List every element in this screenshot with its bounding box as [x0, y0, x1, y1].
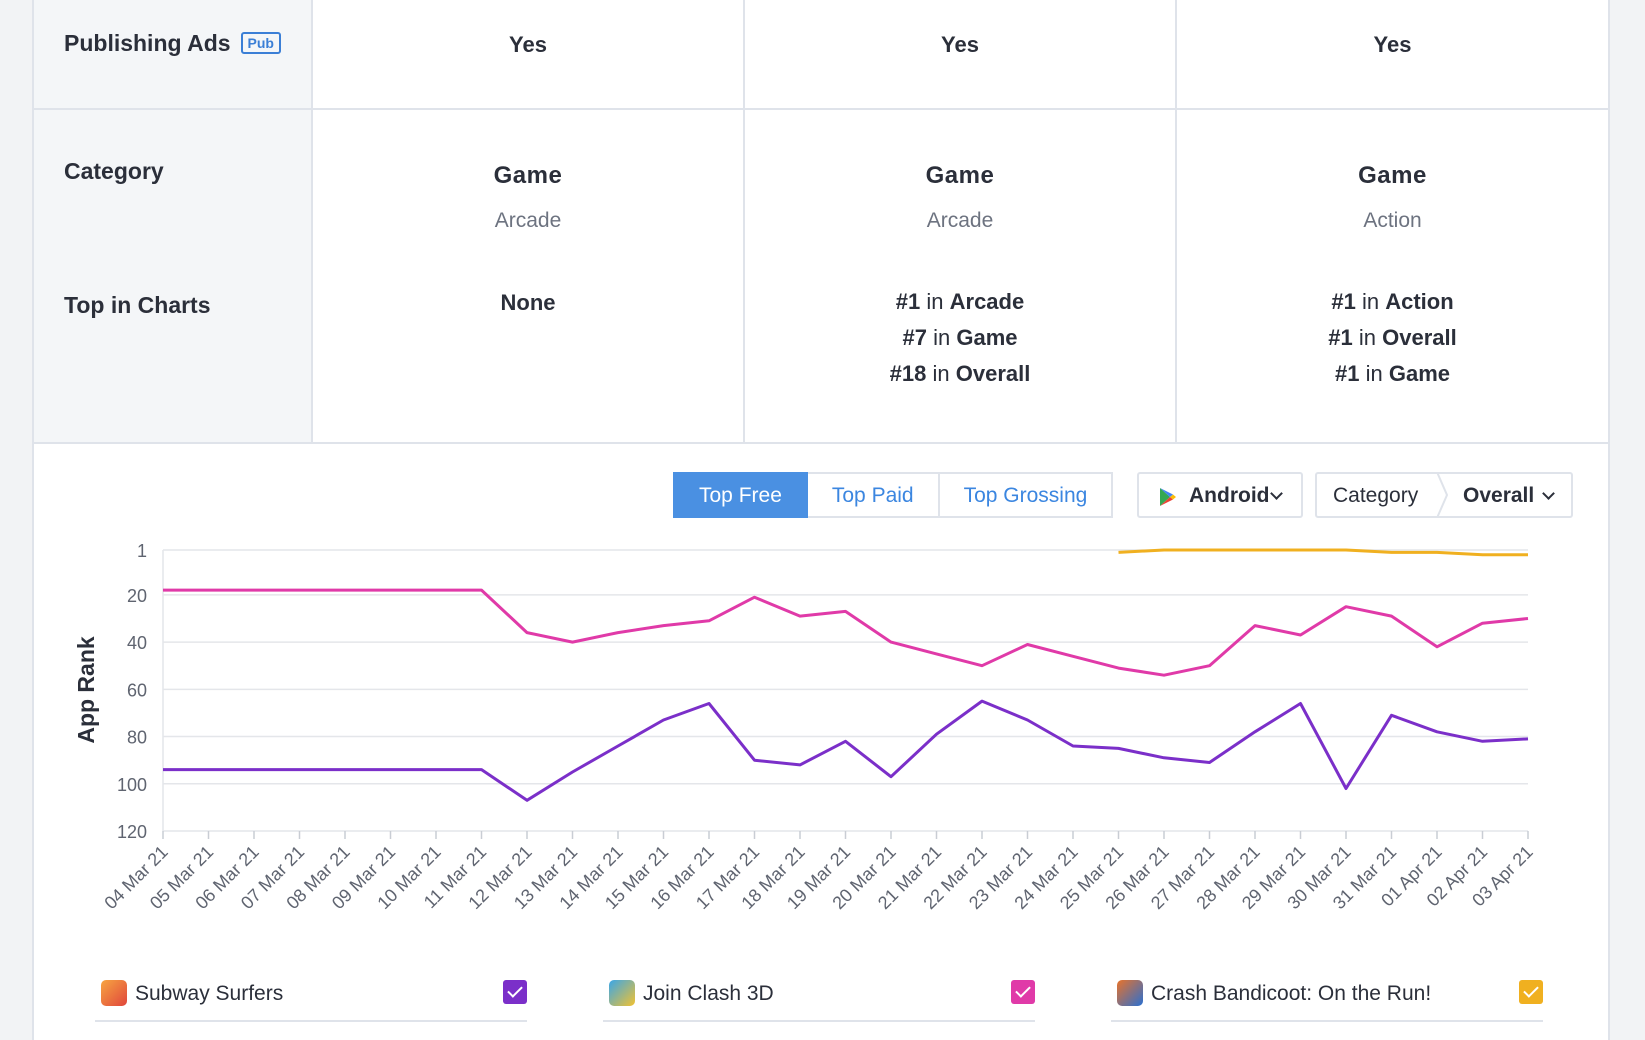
app2-charts-list: #1 in Arcade #7 in Game #18 in Overall — [745, 284, 1175, 392]
tab-top-free[interactable]: Top Free — [673, 472, 808, 518]
google-play-icon — [1160, 488, 1176, 506]
rank-chart-name: Overall — [955, 361, 1031, 386]
app2-publishing-ads: Yes — [941, 32, 979, 57]
app3-chart-rank: #1 in Game — [1177, 356, 1608, 392]
app1-category-main: Game — [493, 162, 563, 189]
rank-chart-name: Arcade — [949, 289, 1025, 314]
rank-number: #1 — [1328, 325, 1353, 350]
app2-chart-rank: #1 in Arcade — [745, 284, 1175, 320]
category-filter-label: Category — [1333, 484, 1419, 507]
legend-label: Crash Bandicoot: On the Run! — [1151, 982, 1432, 1005]
legend-label: Subway Surfers — [135, 982, 284, 1005]
pub-badge: Pub — [240, 32, 281, 54]
comparison-card: Publishing Ads Pub Category Top in Charts… — [32, 0, 1610, 1040]
legend-checkbox[interactable] — [1011, 980, 1035, 1004]
join-clash-app-icon — [609, 980, 635, 1006]
app2-category-cell: Game Arcade #1 in Arcade #7 in Game #18 … — [745, 110, 1177, 444]
app3-category-cell: Game Action #1 in Action #1 in Overall #… — [1177, 110, 1608, 444]
app1-publishing-ads: Yes — [509, 32, 547, 57]
app2-category-main: Game — [925, 162, 995, 189]
app3-publishing-ads: Yes — [1373, 32, 1412, 57]
y-tick-label: 80 — [127, 728, 147, 748]
y-axis-label: App Rank — [73, 636, 99, 744]
rank-in: in — [1358, 325, 1376, 350]
crash-bandicoot-app-icon — [1117, 980, 1143, 1006]
app3-category-main: Game — [1358, 162, 1427, 189]
rank-in: in — [932, 361, 950, 386]
rank-chart-name: Action — [1385, 289, 1454, 314]
rank-number: #18 — [889, 361, 927, 386]
rank-in: in — [926, 289, 944, 314]
chevron-down-icon — [1542, 487, 1555, 500]
rank-in: in — [1361, 289, 1380, 314]
rank-number: #1 — [895, 289, 921, 314]
legend-label: Join Clash 3D — [643, 982, 774, 1005]
y-tick-label: 20 — [127, 586, 147, 606]
app1-ads-cell: Yes — [313, 0, 745, 110]
app3-ads-cell: Yes — [1177, 0, 1608, 110]
app1-category-sub: Arcade — [494, 209, 562, 232]
tab-top-paid[interactable]: Top Paid — [807, 472, 940, 518]
publishing-ads-label-text: Publishing Ads — [64, 30, 231, 56]
category-label: Category — [64, 158, 164, 184]
comparison-table: Publishing Ads Pub Category Top in Charts… — [34, 0, 1608, 444]
rank-number: #1 — [1334, 361, 1360, 386]
app2-chart-rank: #18 in Overall — [745, 356, 1175, 392]
rank-number: #1 — [1331, 289, 1356, 314]
series-line-subway-surfers — [163, 699, 1529, 802]
series-line-join-clash-3d — [163, 588, 1529, 677]
app3-charts-list: #1 in Action #1 in Overall #1 in Game — [1177, 284, 1608, 392]
legend-item-crash-bandicoot[interactable]: Crash Bandicoot: On the Run! — [1111, 980, 1543, 1022]
y-tick-label: 60 — [127, 680, 147, 700]
rank-chart-name: Overall — [1382, 325, 1457, 350]
legend-item-subway-surfers[interactable]: Subway Surfers — [95, 980, 527, 1022]
tab-top-grossing[interactable]: Top Grossing — [939, 472, 1114, 518]
rank-in: in — [1365, 361, 1383, 386]
rank-number: #7 — [902, 325, 927, 350]
chart-type-tabs: Top Free Top Paid Top Grossing — [673, 472, 1114, 518]
rank-chart-name: Game — [1388, 361, 1450, 386]
app3-chart-rank: #1 in Overall — [1177, 320, 1608, 356]
legend-item-join-clash[interactable]: Join Clash 3D — [603, 980, 1035, 1022]
publishing-ads-label: Publishing Ads Pub — [64, 30, 281, 57]
app2-chart-rank: #7 in Game — [745, 320, 1175, 356]
y-tick-label: 1 — [137, 541, 147, 561]
app1-charts-none: None — [500, 290, 556, 315]
legend-checkbox[interactable] — [503, 980, 527, 1004]
subway-surfers-app-icon — [101, 980, 127, 1006]
chevron-down-icon — [1270, 487, 1283, 500]
app3-category-sub: Action — [1363, 209, 1422, 232]
rank-in: in — [933, 325, 951, 350]
category-value: Overall — [1463, 484, 1535, 507]
category-filter: Category Overall — [1315, 472, 1573, 518]
chart-grid — [162, 549, 1528, 832]
platform-dropdown[interactable]: Android — [1137, 472, 1303, 518]
app2-ads-cell: Yes — [745, 0, 1177, 110]
app3-chart-rank: #1 in Action — [1177, 284, 1608, 320]
category-label-cell: Category Top in Charts — [34, 110, 313, 444]
legend-checkbox[interactable] — [1519, 980, 1543, 1004]
y-tick-label: 100 — [117, 775, 147, 795]
app2-category-sub: Arcade — [926, 209, 994, 232]
platform-value: Android — [1189, 484, 1270, 507]
y-tick-label: 40 — [127, 633, 147, 653]
publishing-ads-label-cell: Publishing Ads Pub — [34, 0, 313, 110]
y-tick-label: 120 — [117, 822, 147, 842]
category-value-dropdown[interactable]: Overall — [1451, 474, 1573, 516]
top-in-charts-label: Top in Charts — [64, 292, 211, 318]
breadcrumb-divider-icon — [1436, 472, 1449, 518]
chart-series — [163, 548, 1529, 802]
series-line-crash-bandicoot-on-the-run — [1118, 548, 1528, 557]
rank-chart-name: Game — [956, 325, 1018, 350]
app1-category-cell: Game Arcade None — [313, 110, 745, 444]
